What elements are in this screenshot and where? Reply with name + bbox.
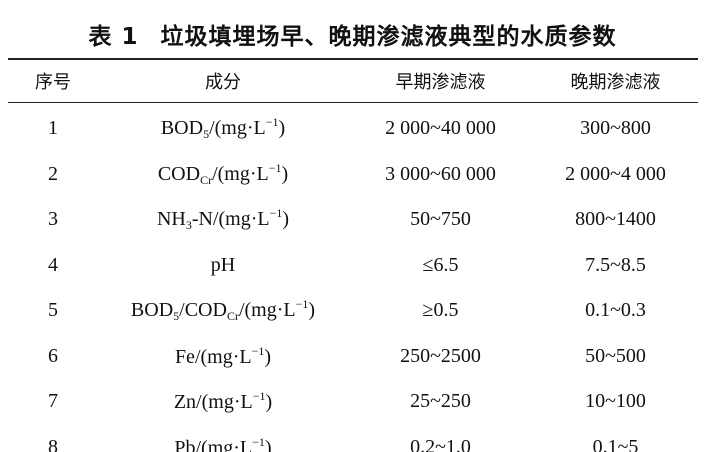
table-cell: 50~500 [585, 344, 646, 367]
table-cell: 300~800 [580, 117, 651, 140]
table-cell: 2 000~40 000 [385, 117, 496, 140]
table-row: 7 Zn/(mg·L−1) 25~250 10~100 [8, 379, 698, 425]
text-segment: −1 [265, 115, 279, 130]
caption-text: 垃圾填埋场早、晚期渗滤液典型的水质参数 [160, 24, 617, 50]
table-cell: 10~100 [585, 390, 646, 413]
table-cell: 8 [48, 435, 58, 452]
text-segment: Pb/(mg·L [174, 436, 253, 452]
caption-number: 表 1 [88, 24, 139, 50]
text-segment: 3 [185, 218, 192, 233]
text-segment: Cr [226, 309, 239, 324]
table-cell: ≤6.5 [422, 253, 459, 276]
text-segment: 5 [203, 127, 210, 142]
table-cell: ≥0.5 [422, 299, 459, 322]
table-cell: 5 [48, 299, 58, 322]
table-cell: 0.1~0.3 [585, 299, 646, 322]
table-cell: 800~1400 [575, 208, 656, 231]
text-segment: −1 [252, 389, 266, 404]
text-segment: /(mg·L [212, 162, 269, 185]
header-cell: 早期渗滤液 [395, 72, 486, 93]
text-segment: −1 [252, 434, 265, 449]
text-segment: ) [282, 208, 290, 231]
text-segment: ) [308, 299, 316, 322]
table-cell: 1 [48, 117, 58, 140]
text-segment: −1 [269, 206, 283, 221]
text-segment: −1 [268, 160, 282, 175]
component-cell: BOD5/(mg·L−1) [98, 103, 348, 152]
table-cell: 7.5~8.5 [585, 253, 646, 276]
text-segment: -N/(mg·L [191, 208, 270, 231]
table-cell: 7 [48, 390, 58, 413]
table-cell: 3 [48, 208, 58, 231]
text-segment: ) [281, 162, 289, 185]
text-segment: COD [157, 162, 201, 185]
table-row: 3 NH3-N/(mg·L−1) 50~750 800~1400 [8, 197, 698, 243]
table-cell: 50~750 [410, 208, 471, 231]
text-segment: /(mg·L [238, 299, 296, 322]
text-segment: ) [265, 391, 273, 414]
table-row: 5 BOD5/CODCr/(mg·L−1) ≥0.5 0.1~0.3 [8, 288, 698, 334]
component-cell: CODCr/(mg·L−1) [98, 152, 348, 198]
text-segment: /(mg·L [209, 117, 266, 140]
header-cell: 晚期渗滤液 [570, 72, 661, 93]
table-caption: 表 1 垃圾填埋场早、晚期渗滤液典型的水质参数 [0, 17, 705, 51]
table-cell: 25~250 [410, 390, 471, 413]
text-segment: Zn/(mg·L [173, 391, 253, 414]
text-segment: −1 [295, 297, 309, 312]
table-cell: 4 [48, 253, 58, 276]
table-row: 1 BOD5/(mg·L−1) 2 000~40 000 300~800 [8, 103, 698, 152]
table-cell: 3 000~60 000 [385, 162, 496, 185]
table-cell: 2 000~4 000 [565, 162, 666, 185]
data-table: 序号 成分 早期渗滤液 晚期渗滤液 1 BOD5/(mg·L−1) 2 000~40 00… [8, 58, 698, 452]
text-segment: ) [264, 345, 272, 368]
text-segment: ) [278, 117, 286, 140]
table-row: 8 Pb/(mg·L−1) 0.2~1.0 0.1~5 [8, 425, 698, 452]
component-cell: pH [98, 243, 348, 289]
table-row: 4 pH ≤6.5 7.5~8.5 [8, 243, 698, 289]
component-cell: BOD5/CODCr/(mg·L−1) [98, 288, 348, 334]
text-segment: pH [210, 253, 236, 276]
header-cell: 成分 [205, 72, 241, 93]
text-segment: 5 [173, 309, 180, 324]
text-segment: BOD [160, 117, 204, 140]
text-segment: Fe/(mg·L [174, 345, 252, 368]
table-row: 6 Fe/(mg·L−1) 250~2500 50~500 [8, 334, 698, 380]
component-cell: Pb/(mg·L−1) [98, 425, 348, 452]
text-segment: BOD [130, 299, 174, 322]
text-segment: ) [264, 436, 272, 452]
text-segment: −1 [251, 343, 265, 358]
table-cell: 250~2500 [400, 344, 481, 367]
table-cell: 2 [48, 162, 58, 185]
table-row: 2 CODCr/(mg·L−1) 3 000~60 000 2 000~4 000 [8, 152, 698, 198]
component-cell: Fe/(mg·L−1) [98, 334, 348, 380]
table-cell: 6 [48, 344, 58, 367]
table-cell: 0.1~5 [592, 435, 639, 452]
component-cell: Zn/(mg·L−1) [98, 379, 348, 425]
table-cell: 0.2~1.0 [410, 435, 471, 452]
header-cell: 序号 [35, 72, 71, 93]
component-cell: NH3-N/(mg·L−1) [98, 197, 348, 243]
text-segment: NH [156, 208, 186, 231]
text-segment: /COD [179, 299, 227, 322]
header-row: 序号 成分 早期渗滤液 晚期渗滤液 [8, 59, 698, 103]
text-segment: Cr [200, 172, 213, 187]
